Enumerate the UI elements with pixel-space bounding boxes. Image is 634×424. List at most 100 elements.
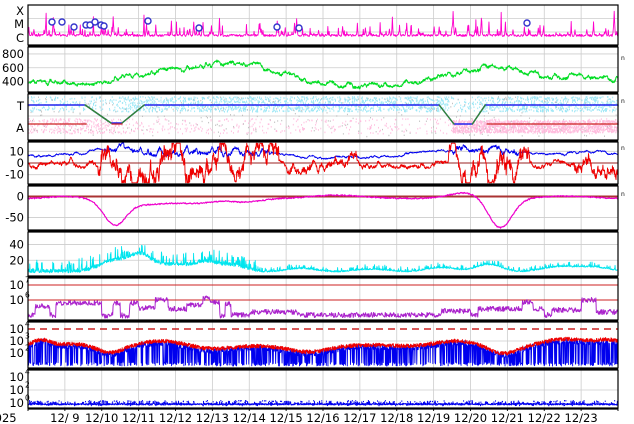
angle-point (555, 121, 557, 123)
angle-point (206, 129, 208, 132)
temperature-point (574, 99, 576, 101)
misc-point (493, 116, 495, 119)
temperature-point (501, 102, 503, 104)
angle-point (314, 126, 316, 129)
angle-point (139, 124, 141, 127)
angle-point (483, 118, 485, 120)
angle-point (570, 131, 572, 134)
angle-point (547, 126, 549, 128)
misc-point (471, 118, 473, 120)
angle-point (476, 129, 478, 132)
temperature-point (420, 106, 422, 108)
temperature-point (268, 100, 269, 102)
temperature-point (594, 99, 596, 102)
temperature-point (202, 105, 204, 108)
angle-point (504, 120, 506, 122)
temperature-point (132, 101, 134, 104)
angle-point (146, 129, 148, 131)
angle-point (490, 121, 491, 124)
angle-point (598, 131, 599, 134)
temperature-point (314, 108, 316, 111)
temperature-point (348, 102, 350, 104)
angle-point (488, 128, 490, 131)
temperature-point (75, 101, 77, 103)
angle-point (480, 126, 482, 128)
misc-point (180, 101, 182, 104)
angle-point (59, 130, 61, 133)
angle-point (561, 129, 562, 131)
angle-point (166, 119, 168, 121)
temperature-point (33, 96, 35, 99)
angle-point (460, 126, 462, 129)
temperature-point (379, 101, 381, 104)
angle-point (498, 129, 500, 132)
angle-point (485, 120, 487, 122)
temperature-point (66, 100, 68, 103)
temperature-point (257, 101, 259, 103)
temperature-point (379, 99, 381, 101)
angle-point (497, 131, 499, 134)
temperature-point (553, 110, 554, 112)
temperature-point (454, 103, 456, 106)
angle-point (320, 127, 322, 130)
angle-point (512, 129, 514, 132)
temperature-point (338, 100, 340, 103)
temperature-point (525, 106, 527, 108)
temperature-point (376, 97, 377, 99)
temperature-point (55, 96, 57, 99)
temperature-point (181, 109, 183, 112)
angle-point (473, 126, 475, 129)
angle-point (435, 121, 437, 124)
temperature-point (509, 106, 511, 109)
temperature-point (298, 109, 300, 112)
temperature-point (456, 102, 458, 105)
angle-point (405, 128, 407, 131)
temperature-point (228, 108, 230, 110)
angle-point (535, 130, 537, 133)
angle-point (372, 132, 374, 134)
angle-point (571, 126, 573, 129)
ytick-ae-40: 40 (9, 238, 24, 252)
misc-point (604, 135, 605, 137)
temperature-point (66, 105, 67, 108)
temperature-point (165, 97, 167, 99)
temperature-point (326, 96, 327, 98)
temperature-point (417, 102, 419, 104)
temperature-point (291, 99, 293, 102)
temperature-point (226, 100, 228, 102)
temperature-point (337, 104, 339, 107)
angle-point (469, 120, 471, 123)
temperature-point (135, 108, 137, 110)
temperature-point (136, 109, 138, 111)
angle-point (31, 128, 33, 131)
temperature-point (533, 110, 535, 112)
angle-point (512, 131, 514, 134)
angle-point (331, 131, 333, 134)
temperature-point (434, 107, 436, 109)
temperature-point (354, 105, 356, 108)
angle-point (567, 122, 569, 125)
temperature-point (312, 109, 314, 112)
temperature-point (490, 102, 492, 105)
misc-point (615, 114, 617, 116)
temperature-point (221, 100, 223, 103)
temperature-point (249, 109, 251, 112)
temperature-point (48, 105, 50, 108)
angle-point (419, 127, 421, 129)
angle-point (553, 128, 555, 130)
angle-point (516, 129, 518, 132)
temperature-point (177, 109, 179, 112)
temperature-point (373, 97, 375, 99)
temperature-point (98, 97, 100, 99)
angle-point (358, 122, 360, 125)
temperature-point (430, 108, 431, 111)
angle-point (576, 127, 578, 129)
angle-point (80, 128, 82, 131)
temperature-point (536, 109, 538, 112)
angle-point (525, 126, 527, 129)
temperature-point (376, 102, 378, 105)
misc-point (403, 134, 405, 137)
angle-point (208, 132, 210, 135)
angle-point (369, 128, 371, 130)
angle-point (565, 126, 566, 129)
